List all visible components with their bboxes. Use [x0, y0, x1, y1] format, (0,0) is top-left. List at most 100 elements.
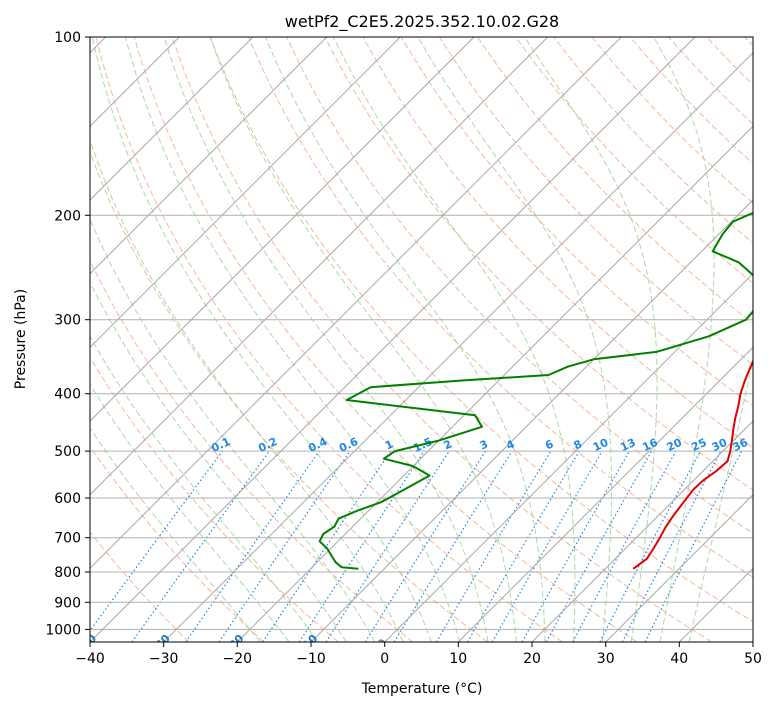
- moist-adiabat-line: [524, 37, 658, 642]
- chart-title: wetPf2_C2E5.2025.352.10.02.G28: [285, 12, 559, 32]
- y-tick-label: 100: [54, 30, 81, 46]
- mixing-ratio-line: [185, 450, 320, 642]
- mixing-ratio-line: [325, 450, 450, 642]
- temperature-profile-line: [632, 359, 753, 570]
- isotherm-line: [90, 37, 475, 422]
- mixing-ratio-line: [218, 450, 351, 642]
- isotherm-line: [90, 37, 254, 201]
- dry-adiabat-line: [515, 37, 753, 284]
- isotherm-line: [90, 37, 328, 275]
- x-tick-label: 30: [597, 651, 615, 667]
- dry-adiabat-line: [90, 259, 414, 642]
- isotherm-label: -30: [150, 632, 173, 655]
- moist-adiabat-line: [90, 427, 261, 642]
- dry-adiabat-line: [553, 37, 753, 244]
- y-tick-label: 1000: [45, 622, 81, 638]
- isotherm-line: [531, 420, 753, 642]
- x-axis-ticks: −40 −30 −20 −10 0 10 20 30 40 50: [75, 642, 762, 667]
- dry-adiabat-line: [629, 37, 753, 165]
- isotherm-label: 0: [375, 636, 390, 651]
- x-tick-label: −20: [223, 651, 253, 667]
- moist-adiabat-line: [653, 37, 715, 642]
- mixing-ratio-lines: [90, 450, 743, 642]
- isotherm-line: [605, 493, 753, 642]
- x-tick-label: 50: [744, 651, 762, 667]
- x-axis-label: Temperature (°C): [361, 681, 483, 697]
- y-tick-label: 900: [54, 595, 81, 611]
- mixing-ratio-line: [521, 450, 631, 642]
- dry-adiabat-line: [438, 37, 753, 366]
- moist-adiabat-line: [417, 37, 612, 642]
- isotherm-line: [457, 346, 753, 642]
- y-tick-label: 800: [54, 565, 81, 581]
- mixing-ratio-label: 10: [591, 436, 611, 454]
- mixing-ratio-label: 25: [689, 436, 708, 454]
- y-tick-label: 200: [54, 208, 81, 224]
- dry-adiabat-line: [90, 531, 190, 642]
- y-tick-label: 400: [54, 387, 81, 403]
- mixing-ratio-line: [262, 450, 392, 642]
- dry-adiabat-line: [324, 37, 753, 491]
- dry-adiabats: [90, 37, 753, 642]
- mixing-ratio-line: [393, 450, 513, 642]
- mixing-ratio-label: 20: [665, 436, 685, 454]
- isotherm-label: -20: [223, 632, 246, 655]
- isotherm-line: [90, 37, 549, 496]
- dry-adiabat-line: [286, 37, 753, 534]
- isotherm-line: [236, 125, 753, 642]
- dry-adiabat-line: [477, 37, 753, 325]
- y-tick-label: 700: [54, 531, 81, 547]
- moist-adiabat-line: [90, 281, 347, 642]
- isotherm-line: [310, 199, 753, 642]
- mixing-ratio-line: [90, 450, 223, 632]
- x-tick-label: 0: [380, 651, 389, 667]
- x-tick-label: 20: [523, 651, 541, 667]
- isotherm-line: [163, 51, 753, 642]
- isotherm-label: -40: [76, 632, 99, 655]
- isotherm-line: [90, 37, 696, 642]
- x-tick-label: −10: [296, 651, 326, 667]
- isotherm-line: [90, 37, 401, 349]
- x-tick-label: −40: [75, 651, 105, 667]
- plot-area: -100-90-80-70-60-50-40-30-20-10010203040…: [76, 37, 753, 655]
- isotherms: [90, 37, 753, 642]
- profile-series: [318, 211, 753, 570]
- dry-adiabat-line: [210, 37, 753, 623]
- y-axis-label: Pressure (hPa): [13, 289, 29, 389]
- mixing-ratio-line: [131, 450, 270, 642]
- moist-adiabat-line: [688, 358, 753, 642]
- plot-frame: [89, 36, 754, 643]
- moist-adiabat-line: [90, 138, 404, 642]
- dewpoint-profile-line: [318, 211, 753, 570]
- y-tick-label: 600: [54, 491, 81, 507]
- x-tick-label: 10: [449, 651, 467, 667]
- grid-lines: [90, 37, 753, 630]
- moist-adiabat-line: [209, 37, 517, 642]
- dry-adiabat-line: [90, 356, 339, 642]
- y-axis-ticks: 100 200 300 400 500 600 700 800 900 1000: [45, 30, 90, 638]
- mixing-ratio-line: [644, 450, 743, 642]
- x-tick-label: −30: [149, 651, 179, 667]
- mixing-ratio-label: 30: [710, 436, 730, 454]
- isotherm-line: [384, 272, 753, 642]
- isotherm-line: [90, 37, 622, 570]
- dry-adiabat-line: [400, 37, 753, 407]
- dry-adiabat-line: [133, 37, 638, 642]
- moist-adiabat-line: [91, 37, 432, 642]
- dry-adiabat-line: [95, 37, 563, 642]
- moist-adiabat-line: [125, 37, 461, 642]
- dry-adiabat-line: [248, 37, 753, 578]
- dry-adiabat-line: [591, 37, 753, 204]
- mixing-ratio-line: [572, 450, 677, 642]
- moist-adiabat-line: [163, 37, 489, 642]
- mixing-ratio-label: 16: [640, 436, 660, 454]
- mixing-ratio-label: 13: [618, 436, 637, 454]
- dry-adiabat-line: [90, 150, 488, 642]
- mixing-ratio-line: [545, 450, 653, 642]
- isotherm-label: -10: [297, 632, 320, 655]
- y-tick-label: 500: [54, 444, 81, 460]
- moist-adiabat-line: [265, 37, 546, 642]
- mixing-ratio-label: 36: [731, 436, 751, 454]
- y-tick-label: 300: [54, 313, 81, 329]
